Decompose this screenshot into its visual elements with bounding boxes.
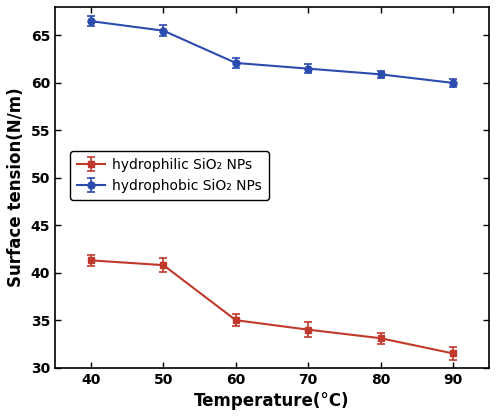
Legend: hydrophilic SiO₂ NPs, hydrophobic SiO₂ NPs: hydrophilic SiO₂ NPs, hydrophobic SiO₂ N… (70, 151, 269, 200)
Y-axis label: Surface tension(N/m): Surface tension(N/m) (7, 88, 25, 287)
X-axis label: Temperature(°C): Temperature(°C) (194, 392, 350, 410)
